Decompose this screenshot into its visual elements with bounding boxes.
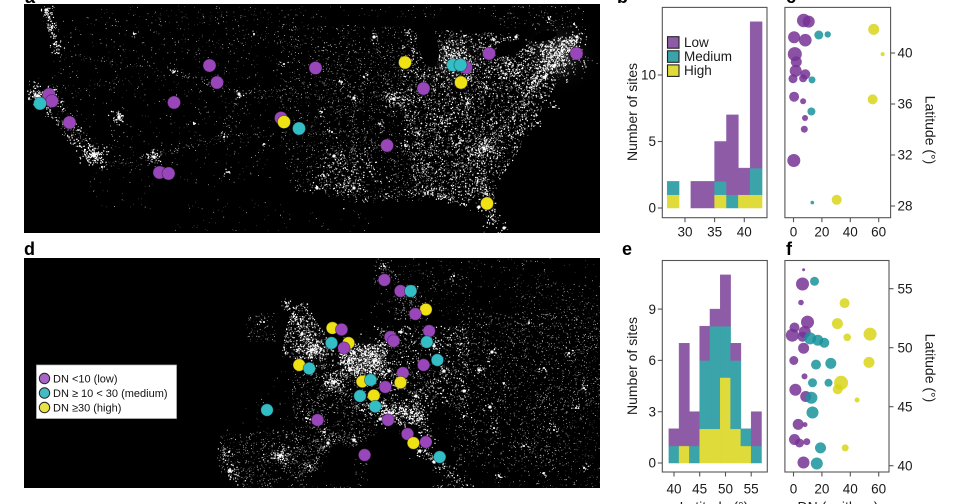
svg-text:50: 50: [898, 340, 913, 355]
svg-text:10: 10: [641, 68, 656, 83]
svg-text:Low: Low: [684, 35, 709, 50]
svg-text:55: 55: [898, 281, 913, 296]
svg-text:40: 40: [898, 46, 913, 61]
svg-text:45: 45: [898, 399, 913, 414]
svg-text:Number of sites: Number of sites: [624, 317, 640, 415]
svg-text:e: e: [622, 239, 632, 259]
svg-text:5: 5: [648, 134, 656, 149]
svg-text:a: a: [25, 0, 36, 7]
svg-text:40: 40: [843, 482, 858, 497]
svg-text:High: High: [684, 63, 712, 78]
svg-text:40: 40: [898, 458, 913, 473]
svg-text:6: 6: [648, 353, 656, 368]
svg-text:0: 0: [790, 482, 798, 497]
svg-text:Medium: Medium: [684, 49, 732, 64]
svg-text:Latitude (°): Latitude (°): [923, 334, 939, 403]
svg-text:40: 40: [737, 225, 752, 240]
svg-text:50: 50: [718, 482, 733, 497]
svg-text:Latitude (°): Latitude (°): [680, 499, 749, 504]
svg-text:Latitude (°): Latitude (°): [923, 96, 939, 165]
svg-text:55: 55: [744, 482, 759, 497]
svg-text:DN <10 (low): DN <10 (low): [53, 373, 118, 385]
svg-text:0: 0: [790, 225, 798, 240]
svg-text:40: 40: [666, 482, 681, 497]
svg-text:20: 20: [814, 225, 829, 240]
svg-text:20: 20: [814, 482, 829, 497]
svg-text:0: 0: [648, 456, 656, 471]
svg-text:32: 32: [898, 148, 913, 163]
svg-text:0: 0: [648, 201, 656, 216]
svg-text:60: 60: [871, 482, 886, 497]
svg-text:DN ≥ 10 < 30 (medium): DN ≥ 10 < 30 (medium): [53, 388, 168, 400]
svg-text:d: d: [24, 239, 35, 259]
svg-text:f: f: [786, 239, 793, 259]
svg-text:DN ≥30 (high): DN ≥30 (high): [53, 402, 121, 414]
svg-text:30: 30: [677, 225, 692, 240]
svg-text:40: 40: [843, 225, 858, 240]
svg-text:9: 9: [648, 302, 656, 317]
svg-text:Number of sites: Number of sites: [624, 63, 640, 161]
svg-text:45: 45: [692, 482, 707, 497]
svg-text:c: c: [786, 0, 796, 7]
svg-text:28: 28: [898, 199, 913, 214]
svg-text:b: b: [617, 0, 628, 7]
svg-text:60: 60: [871, 225, 886, 240]
svg-text:35: 35: [707, 225, 722, 240]
svg-text:DN (unitless): DN (unitless): [798, 499, 879, 504]
svg-text:3: 3: [648, 404, 656, 419]
svg-text:36: 36: [898, 97, 913, 112]
